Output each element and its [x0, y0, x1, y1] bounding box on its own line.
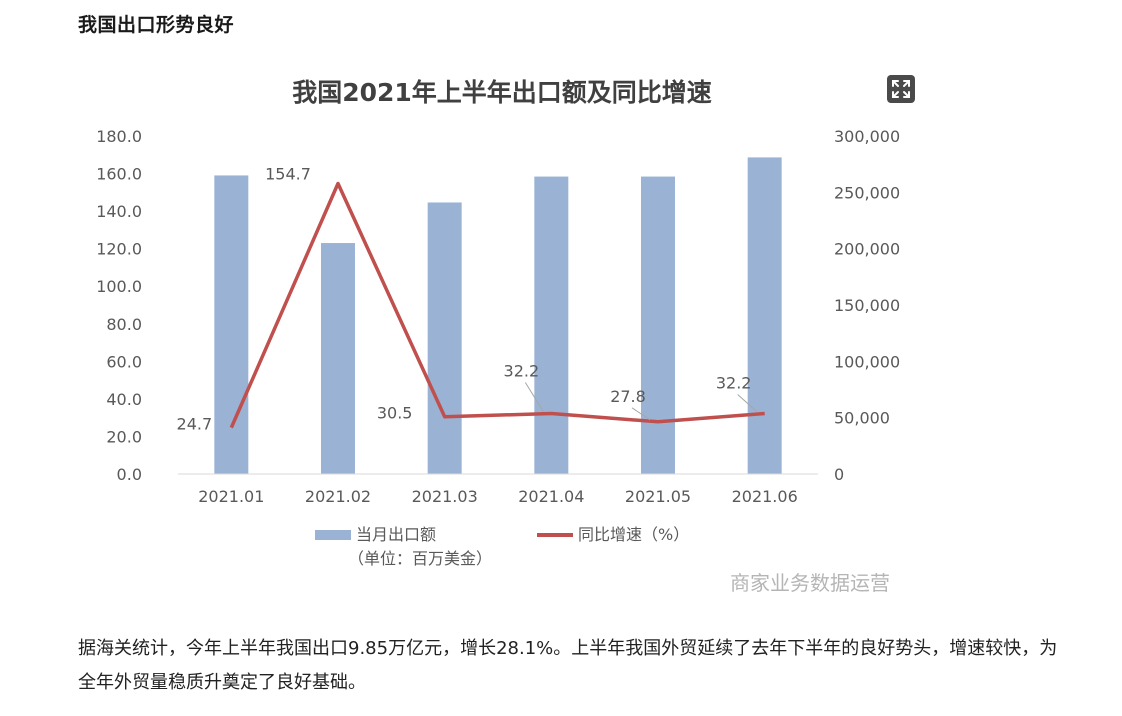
left-tick-label: 160.0: [96, 165, 142, 184]
expand-arrows-icon: [892, 80, 910, 98]
x-tick-label: 2021.04: [518, 487, 584, 506]
legend-label-bar-unit: （单位：百万美金）: [348, 549, 492, 568]
left-tick-label: 60.0: [106, 352, 142, 371]
x-axis: 2021.01 2021.02 2021.03 2021.04 2021.05 2021.…: [178, 473, 818, 506]
left-tick-label: 20.0: [106, 427, 142, 446]
left-tick-label: 120.0: [96, 240, 142, 259]
chart-title: 我国2021年上半年出口额及同比增速: [292, 78, 712, 107]
expand-button[interactable]: [887, 75, 915, 103]
chart-svg: 我国2021年上半年出口额及同比增速 0.0 20.0 40.0 60.0 80.0 10…: [96, 78, 900, 595]
line-data-label: 24.7: [177, 415, 213, 434]
legend-swatch-bar: [315, 530, 351, 540]
right-tick-label: 50,000: [834, 409, 890, 428]
right-tick-label: 300,000: [834, 127, 900, 146]
bar-2021.05: [641, 176, 675, 474]
data-label-leader: [524, 382, 544, 412]
legend: 当月出口额 （单位：百万美金） 同比增速（%）: [315, 525, 689, 568]
left-tick-label: 180.0: [96, 127, 142, 146]
bar-2021.01: [214, 175, 249, 474]
bar-2021.02: [321, 243, 355, 474]
left-axis: 0.0 20.0 40.0 60.0 80.0 100.0 120.0 140.0 160.0 1…: [96, 127, 142, 484]
legend-label-line: 同比增速（%）: [578, 525, 689, 544]
right-tick-label: 0: [834, 465, 844, 484]
section-title: 我国出口形势良好: [78, 14, 235, 36]
left-tick-label: 40.0: [106, 390, 142, 409]
right-tick-label: 100,000: [834, 352, 900, 371]
left-tick-label: 140.0: [96, 202, 142, 221]
right-axis: 0 50,000 100,000 150,000 200,000 250,000 300,0…: [834, 127, 900, 484]
x-tick-label: 2021.02: [305, 487, 371, 506]
line-series: [229, 181, 765, 429]
growth-rate-line: [229, 181, 765, 429]
x-tick-label: 2021.03: [412, 487, 478, 506]
x-tick-label: 2021.01: [198, 487, 264, 506]
article-paragraph: 据海关统计，今年上半年我国出口9.85万亿元，增长28.1%。上半年我国外贸延续…: [78, 638, 1058, 693]
bar-2021.03: [427, 202, 462, 474]
left-tick-label: 80.0: [106, 315, 142, 334]
legend-label-bar: 当月出口额: [356, 525, 436, 544]
x-tick-label: 2021.05: [625, 487, 691, 506]
line-data-labels: 24.7 154.7 30.5 32.2 27.8 32.2: [177, 165, 758, 434]
line-data-label: 27.8: [610, 387, 646, 406]
left-tick-label: 0.0: [117, 465, 142, 484]
watermark: 商家业务数据运营: [730, 571, 890, 595]
line-data-label: 32.2: [504, 362, 540, 381]
right-tick-label: 250,000: [834, 183, 900, 202]
bar-2021.06: [747, 157, 782, 474]
right-tick-label: 200,000: [834, 240, 900, 259]
bar-series: [214, 157, 782, 474]
left-tick-label: 100.0: [96, 277, 142, 296]
x-tick-label: 2021.06: [732, 487, 798, 506]
bar-2021.04: [534, 176, 569, 474]
line-data-label: 154.7: [265, 165, 311, 184]
line-data-label: 32.2: [716, 374, 752, 393]
data-label-leader: [631, 407, 651, 421]
chart-figure: 我国2021年上半年出口额及同比增速 0.0 20.0 40.0 60.0 80.0 10…: [78, 46, 1048, 618]
right-tick-label: 150,000: [834, 296, 900, 315]
data-label-leader: [737, 394, 758, 412]
line-data-label: 30.5: [377, 404, 413, 423]
